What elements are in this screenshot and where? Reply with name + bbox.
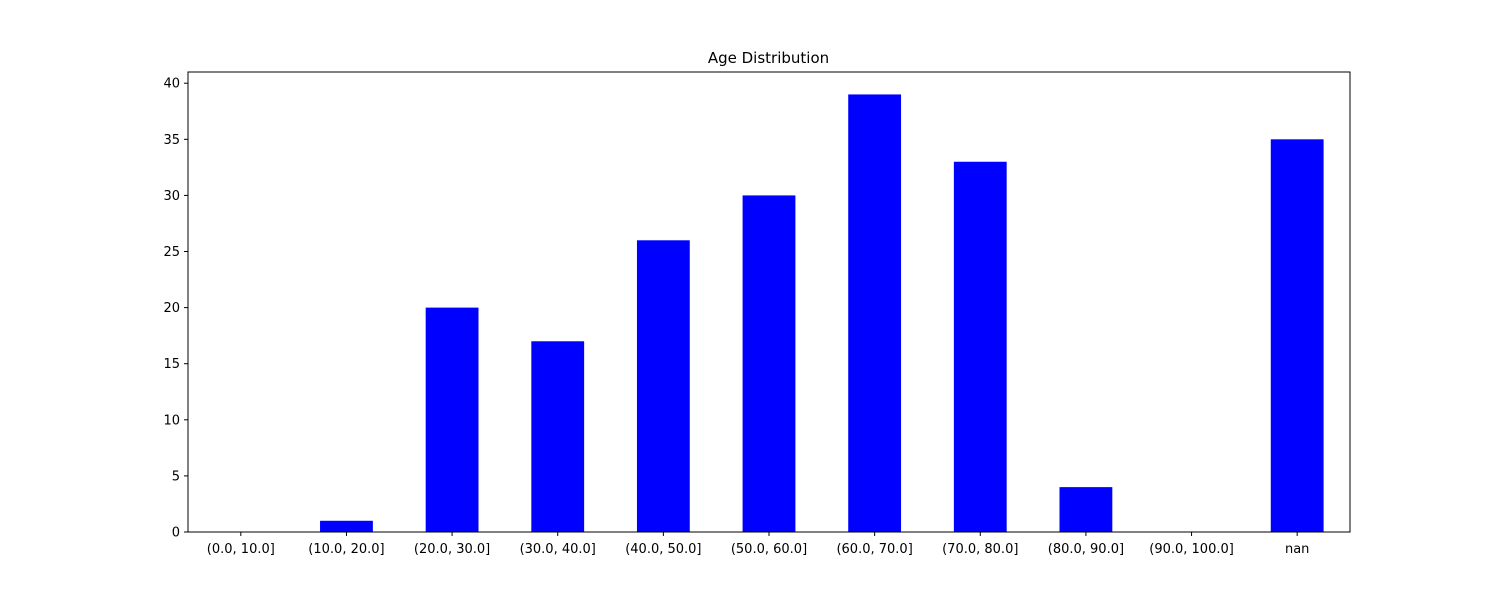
bar-2 [425, 307, 479, 532]
y-tick-label-4: 20 [163, 301, 180, 316]
x-tick-label-0: (0.0, 10.0] [207, 542, 275, 557]
x-tick-label-4: (40.0, 50.0] [625, 542, 701, 557]
y-tick-label-1: 5 [172, 469, 180, 484]
x-tick-label-9: (90.0, 100.0] [1149, 542, 1234, 557]
y-tick-label-2: 10 [163, 413, 180, 428]
x-tick-label-1: (10.0, 20.0] [308, 542, 384, 557]
bar-5 [742, 195, 796, 533]
plot-frame [187, 71, 1351, 533]
x-tick-label-8: (80.0, 90.0] [1048, 542, 1124, 557]
y-axis: 0 5 10 15 20 25 30 35 40 [163, 77, 188, 541]
x-tick-label-2: (20.0, 30.0] [414, 542, 490, 557]
bar-7 [953, 161, 1007, 532]
y-tick-label-5: 25 [163, 245, 180, 260]
bar-1 [320, 520, 373, 532]
bar-3 [531, 341, 585, 532]
x-tick-label-3: (30.0, 40.0] [520, 542, 596, 557]
bar-4 [636, 240, 690, 533]
x-tick-label-6: (60.0, 70.0] [836, 542, 912, 557]
y-tick-label-3: 15 [163, 357, 180, 372]
x-axis: (0.0, 10.0] (10.0, 20.0] (20.0, 30.0] (30.0… [207, 532, 1309, 557]
chart-title: Age Distribution [708, 49, 829, 67]
bar-8 [1059, 487, 1113, 532]
y-tick-label-6: 30 [163, 189, 180, 204]
y-tick-label-0: 0 [172, 526, 180, 541]
y-tick-label-7: 35 [163, 133, 180, 148]
y-tick-label-8: 40 [163, 77, 180, 92]
bar-10 [1270, 139, 1324, 532]
bars-group [320, 94, 1324, 533]
x-tick-label-10: nan [1285, 542, 1309, 557]
x-tick-label-7: (70.0, 80.0] [942, 542, 1018, 557]
x-tick-label-5: (50.0, 60.0] [731, 542, 807, 557]
bar-6 [848, 94, 902, 532]
